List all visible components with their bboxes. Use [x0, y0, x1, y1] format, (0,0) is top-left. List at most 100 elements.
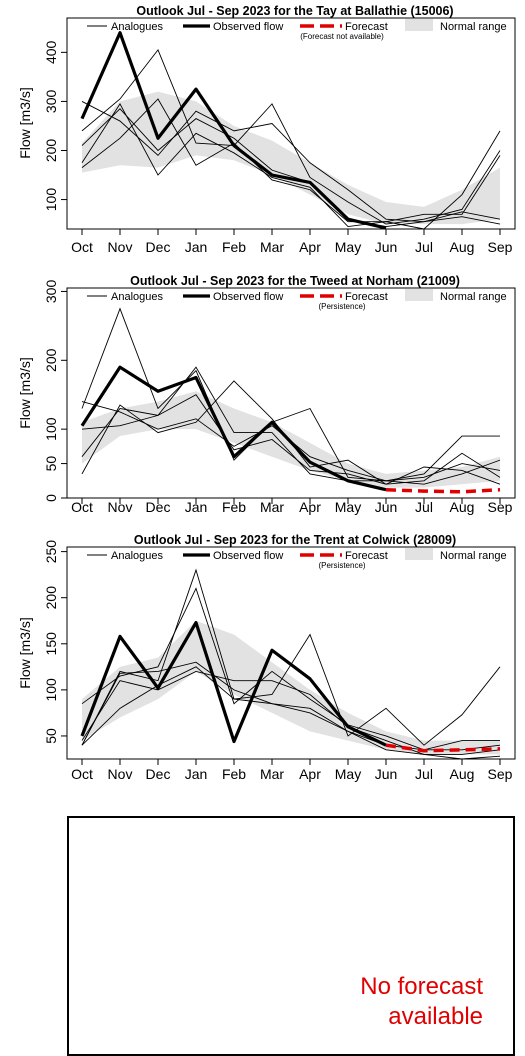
x-tick-label: Jul	[415, 499, 433, 515]
x-tick-label: Feb	[222, 766, 246, 782]
x-tick-label: Nov	[108, 239, 133, 255]
chart-title: Outlook Jul - Sep 2023 for the Tweed at …	[130, 274, 460, 288]
analogue-line	[81, 666, 501, 760]
x-tick-label: Jul	[415, 239, 433, 255]
observed-flow-line	[80, 31, 387, 230]
x-tick-label: Nov	[108, 499, 133, 515]
x-tick-label: Jun	[375, 239, 398, 255]
legend-normal-swatch	[405, 289, 433, 301]
legend-forecast-note: (Forecast not available)	[300, 32, 384, 41]
legend-analogues-label: Analogues	[111, 550, 163, 562]
legend-forecast-label: Forecast	[345, 550, 388, 562]
legend-observed-label: Observed flow	[213, 21, 283, 33]
y-tick-label: 300	[43, 280, 59, 304]
y-tick-label: 50	[43, 728, 59, 744]
x-tick-label: Sep	[488, 239, 513, 255]
no-forecast-line-1: No forecast	[360, 973, 483, 1000]
analogue-line	[81, 661, 501, 751]
x-tick-label: Jun	[375, 766, 398, 782]
observed-flow-line	[80, 365, 387, 492]
legend-observed-label: Observed flow	[213, 291, 283, 303]
chart-tay-ballathie: Outlook Jul - Sep 2023 for the Tay at Ba…	[17, 4, 516, 255]
chart-trent-colwick: Outlook Jul - Sep 2023 for the Trent at …	[17, 533, 516, 782]
no-forecast-line-2: available	[388, 1003, 483, 1030]
chart-tweed-norham: Outlook Jul - Sep 2023 for the Tweed at …	[17, 274, 516, 515]
legend-normal-label: Normal range	[440, 291, 507, 303]
y-tick-label: 150	[43, 632, 59, 656]
x-tick-label: Dec	[146, 239, 171, 255]
x-tick-label: Feb	[222, 499, 246, 515]
analogue-line	[81, 366, 501, 482]
legend-forecast-note: (Persistence)	[318, 302, 365, 311]
x-tick-label: Apr	[299, 239, 321, 255]
legend-analogues-label: Analogues	[111, 21, 163, 33]
y-tick-label: 200	[43, 139, 59, 163]
y-tick-label: 100	[43, 417, 59, 441]
legend-normal-swatch	[405, 19, 433, 31]
normal-range-band	[82, 391, 500, 488]
x-tick-label: Dec	[146, 499, 171, 515]
x-tick-label: Apr	[299, 499, 321, 515]
y-tick-label: 400	[43, 40, 59, 64]
x-tick-label: Jun	[375, 499, 398, 515]
x-tick-label: Oct	[71, 239, 93, 255]
legend-normal-label: Normal range	[440, 21, 507, 33]
chart-title: Outlook Jul - Sep 2023 for the Trent at …	[134, 533, 456, 547]
plot-frame	[66, 546, 516, 760]
legend-analogues-label: Analogues	[111, 291, 163, 303]
x-tick-label: Oct	[71, 499, 93, 515]
analogue-line	[81, 49, 501, 225]
legend-forecast-label: Forecast	[345, 21, 388, 33]
observed-flow-line	[80, 620, 387, 747]
x-tick-label: May	[335, 239, 361, 255]
x-tick-label: Feb	[222, 239, 246, 255]
legend-forecast-note: (Persistence)	[318, 561, 365, 570]
analogue-line	[81, 101, 501, 225]
no-forecast-message: No forecast available	[283, 972, 483, 1032]
analogue-line	[81, 98, 501, 223]
y-tick-label: 50	[43, 456, 59, 472]
x-tick-label: Jan	[185, 499, 208, 515]
x-tick-label: Nov	[108, 766, 133, 782]
x-tick-label: Aug	[450, 239, 475, 255]
x-tick-label: Mar	[260, 499, 284, 515]
analogue-line	[81, 394, 501, 485]
x-tick-label: Apr	[299, 766, 321, 782]
analogue-line	[81, 380, 501, 485]
forecast-line	[385, 743, 501, 753]
y-tick-label: 100	[43, 188, 59, 212]
x-tick-label: Mar	[260, 766, 284, 782]
x-tick-label: Oct	[71, 766, 93, 782]
no-forecast-panel: No forecast available	[67, 816, 515, 1056]
analogue-line	[81, 587, 500, 751]
forecast-line	[385, 487, 501, 494]
x-tick-label: Aug	[450, 766, 475, 782]
y-tick-label: 200	[43, 348, 59, 372]
analogue-line	[81, 102, 501, 230]
y-tick-label: 250	[43, 540, 59, 564]
x-tick-label: Mar	[260, 239, 284, 255]
x-tick-label: Jan	[185, 239, 208, 255]
y-axis-label: Flow [m3/s]	[17, 357, 33, 429]
analogue-line	[81, 670, 501, 755]
y-axis-label: Flow [m3/s]	[17, 87, 33, 159]
legend-normal-label: Normal range	[440, 550, 507, 562]
legend-observed-label: Observed flow	[213, 550, 283, 562]
plot-frame	[66, 17, 516, 230]
y-tick-label: 100	[43, 678, 59, 702]
legend-forecast-label: Forecast	[345, 291, 388, 303]
x-tick-label: Sep	[488, 499, 513, 515]
x-tick-label: Dec	[146, 766, 171, 782]
legend-normal-swatch	[405, 548, 433, 560]
x-tick-label: Sep	[488, 766, 513, 782]
y-tick-label: 200	[43, 586, 59, 610]
y-tick-label: 0	[43, 494, 59, 502]
x-tick-label: Aug	[450, 499, 475, 515]
y-axis-label: Flow [m3/s]	[17, 617, 33, 689]
plot-frame	[66, 287, 516, 499]
chart-title: Outlook Jul - Sep 2023 for the Tay at Ba…	[136, 4, 453, 18]
y-tick-label: 300	[43, 90, 59, 114]
x-tick-label: May	[335, 766, 361, 782]
analogue-line	[81, 108, 501, 228]
normal-range-band	[82, 91, 500, 225]
